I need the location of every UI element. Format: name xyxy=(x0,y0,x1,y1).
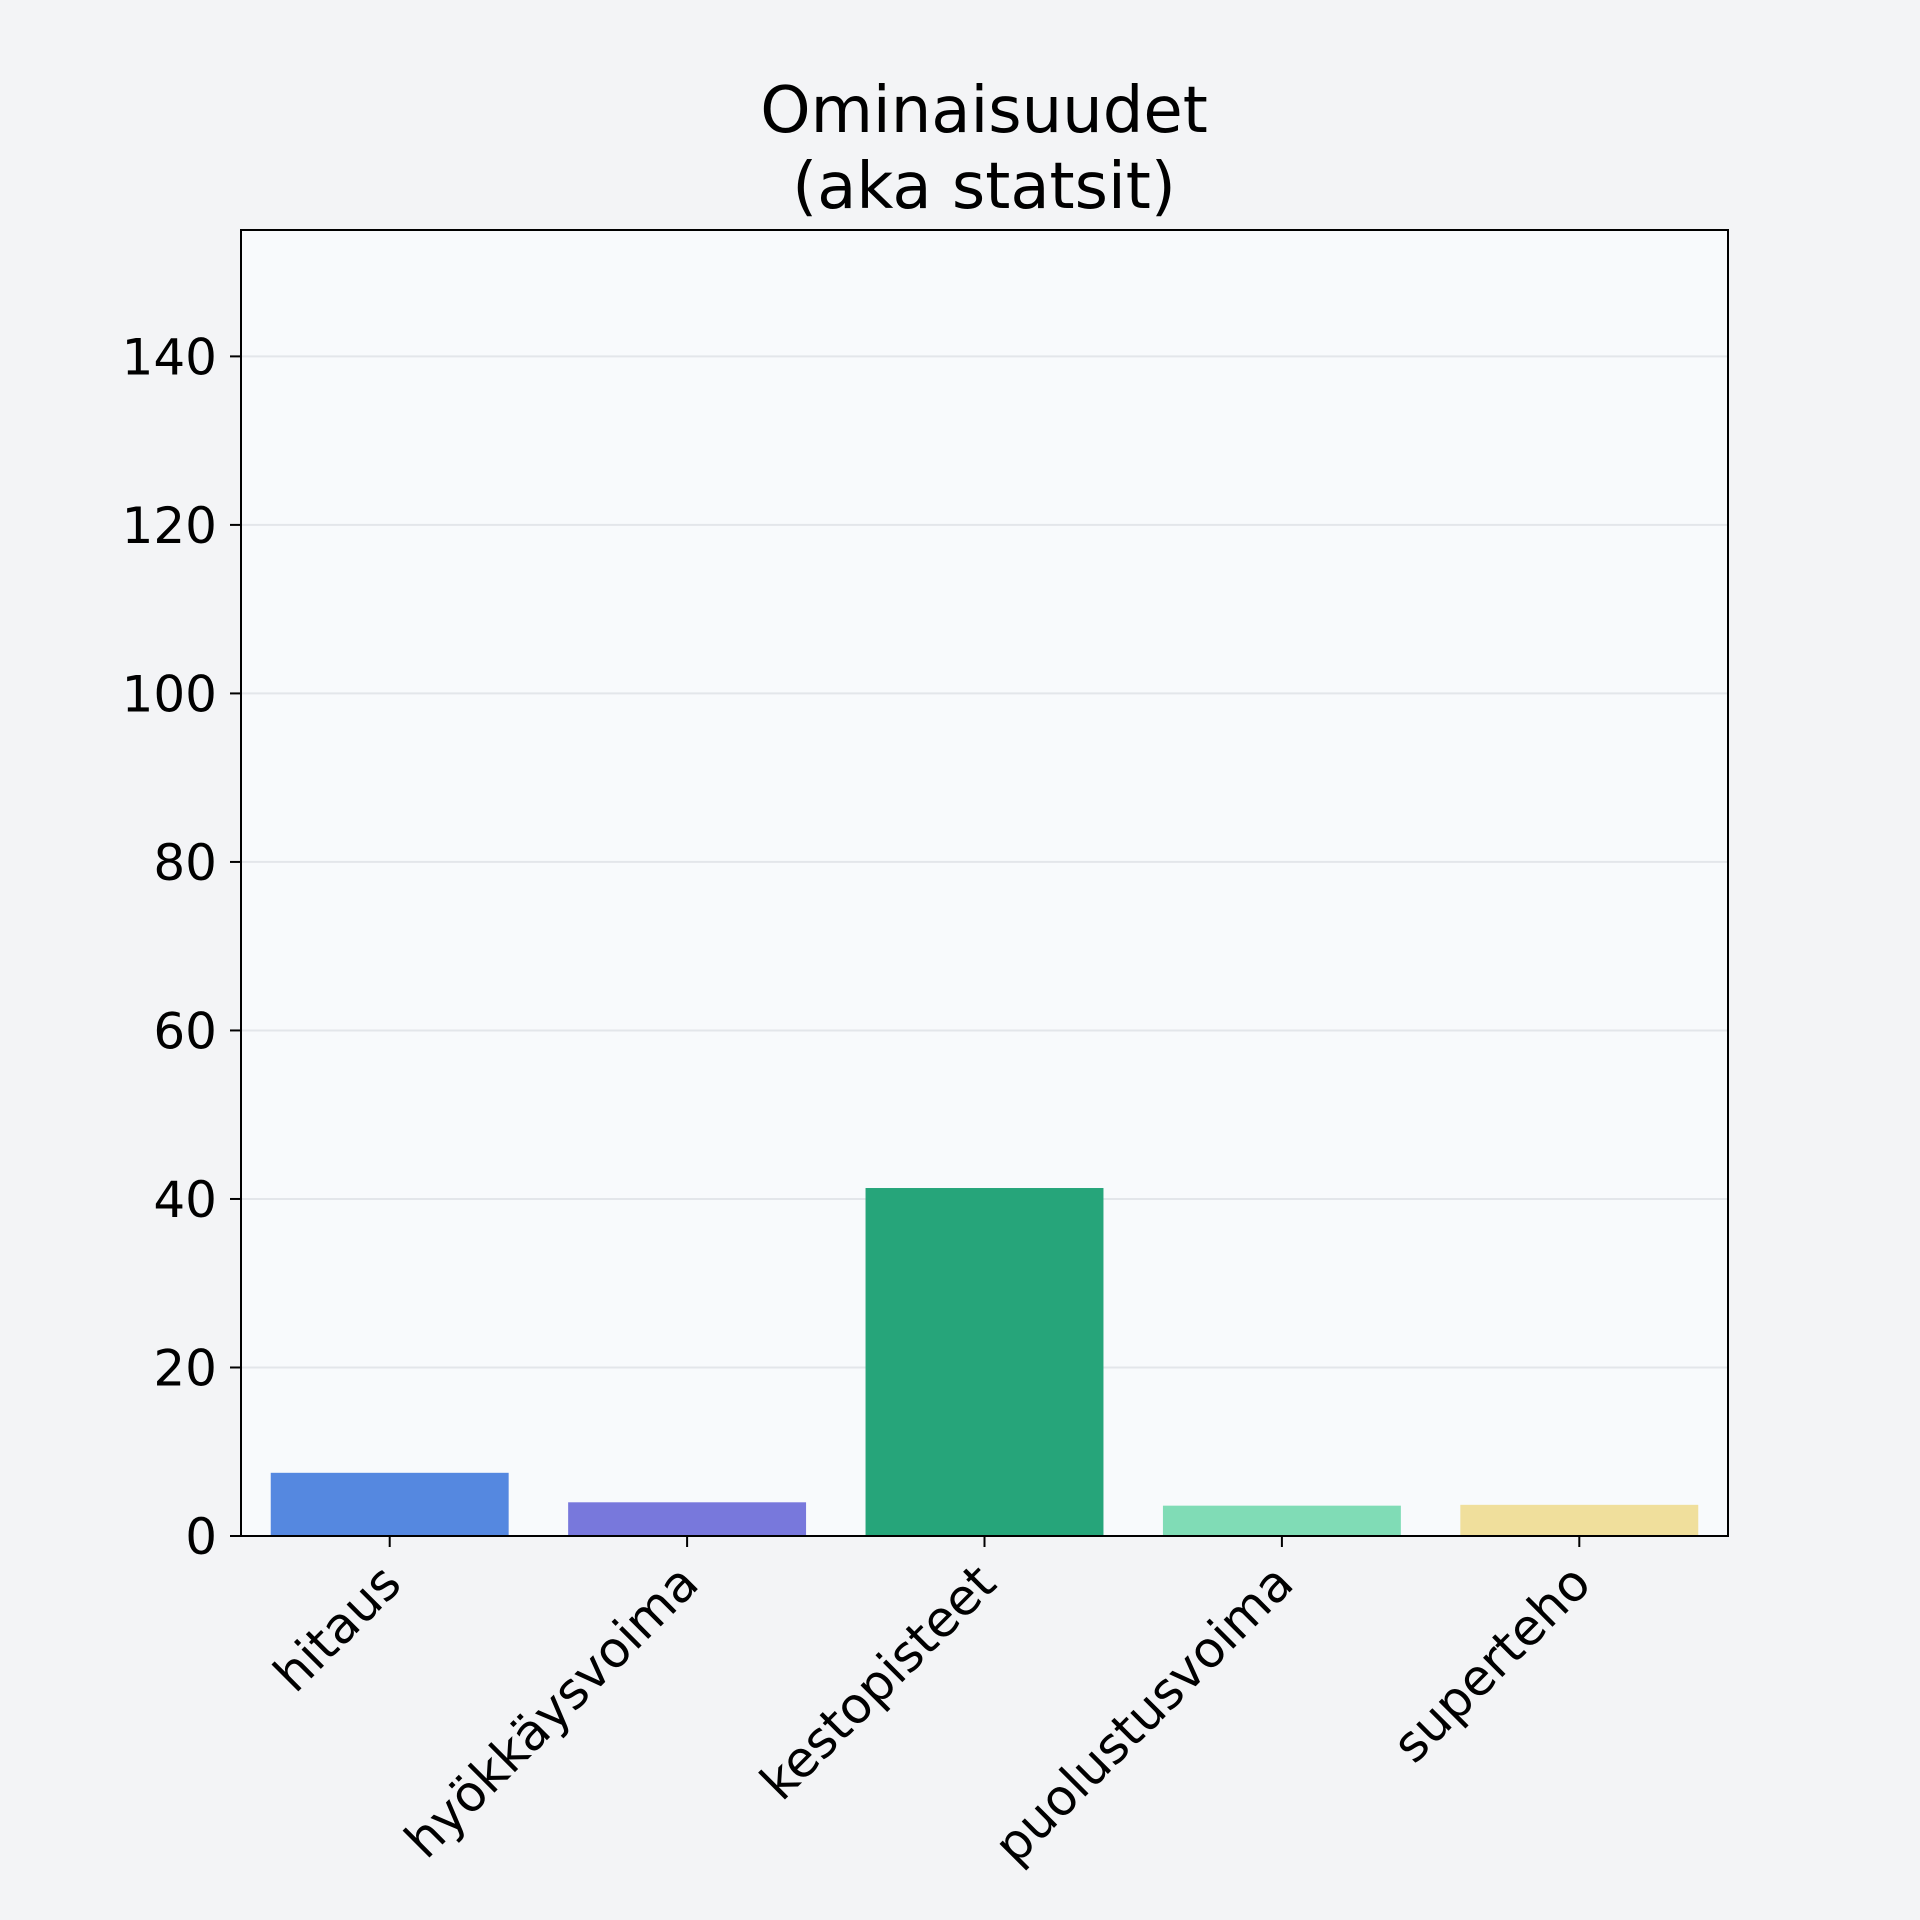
x-tick-label: kestopisteet xyxy=(749,1553,1007,1811)
x-tick-label: hitaus xyxy=(263,1553,413,1703)
y-tick-label: 100 xyxy=(122,665,217,723)
y-tick-label: 80 xyxy=(153,834,217,892)
bar-hitaus xyxy=(270,1472,509,1536)
bars xyxy=(270,1188,1699,1536)
chart-title-line-2: (aka statsit) xyxy=(792,150,1176,224)
y-tick-label: 20 xyxy=(153,1339,217,1397)
y-tick-label: 120 xyxy=(122,497,217,555)
x-tick-label: superteho xyxy=(1382,1553,1602,1773)
bar-hyökkäysvoima xyxy=(568,1502,807,1536)
bar-superteho xyxy=(1460,1504,1699,1536)
bar-kestopisteet xyxy=(865,1188,1104,1536)
y-tick-label: 0 xyxy=(185,1508,217,1566)
bar-puolustusvoima xyxy=(1162,1505,1401,1536)
y-tick-label: 60 xyxy=(153,1002,217,1060)
x-tick-label: puolustusvoima xyxy=(983,1553,1304,1874)
x-tick-label: hyökkäysvoima xyxy=(394,1553,710,1869)
y-tick-label: 140 xyxy=(122,328,217,386)
chart-title-line-1: Ominaisuudet xyxy=(760,74,1208,148)
y-axis: 0 20 40 60 80 100 120 140 xyxy=(122,328,241,1566)
y-tick-label: 40 xyxy=(153,1171,217,1229)
